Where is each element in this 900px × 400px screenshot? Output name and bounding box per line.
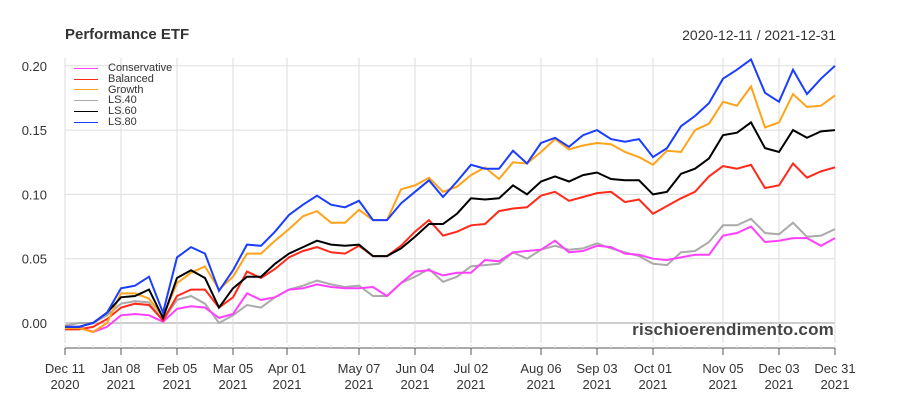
y-tick-label: 0.00 bbox=[22, 316, 47, 331]
x-tick-label: Jul 02 bbox=[454, 361, 489, 376]
chart-title: Performance ETF bbox=[65, 26, 190, 43]
x-tick-year: 2021 bbox=[639, 377, 668, 392]
x-tick-label: Aug 06 bbox=[520, 361, 561, 376]
x-tick-label: Sep 03 bbox=[576, 361, 617, 376]
series-lines bbox=[64, 57, 836, 334]
legend-label: Balanced bbox=[108, 72, 154, 85]
legend-swatch-icon bbox=[74, 89, 98, 91]
legend-label: LS.80 bbox=[108, 115, 137, 128]
x-tick-year: 2021 bbox=[527, 377, 556, 392]
x-tick-year: 2021 bbox=[273, 377, 302, 392]
legend-swatch-icon bbox=[74, 67, 98, 69]
x-tick-label: Jun 04 bbox=[395, 361, 434, 376]
x-tick-label: Dec 31 bbox=[814, 361, 855, 376]
legend-label: Conservative bbox=[108, 62, 173, 74]
y-tick-label: 0.10 bbox=[22, 187, 47, 202]
x-tick-label: Dec 03 bbox=[758, 361, 799, 376]
x-tick-year: 2021 bbox=[457, 377, 486, 392]
date-range: 2020-12-11 / 2021-12-31 bbox=[682, 27, 836, 43]
series-line-ls60 bbox=[65, 120, 836, 328]
legend-swatch-icon bbox=[74, 121, 98, 123]
y-tick-label: 0.20 bbox=[22, 59, 47, 74]
series-line-balanced bbox=[65, 161, 836, 331]
x-tick-year: 2021 bbox=[219, 377, 248, 392]
x-tick-year: 2021 bbox=[401, 377, 430, 392]
legend-swatch-icon bbox=[74, 100, 98, 102]
legend-item-growth: Growth bbox=[74, 83, 172, 96]
x-tick-year: 2021 bbox=[345, 377, 374, 392]
legend-label: Growth bbox=[108, 83, 144, 96]
y-tick-label: 0.05 bbox=[22, 252, 47, 267]
series-line-ls40 bbox=[64, 217, 836, 327]
gridlines bbox=[64, 58, 836, 343]
x-tick-year: 2021 bbox=[163, 377, 192, 392]
legend-item-conservative: Conservative bbox=[74, 63, 172, 74]
series-line-conservative bbox=[65, 225, 836, 334]
x-tick-label: Apr 01 bbox=[268, 361, 306, 376]
legend-item-balanced: Balanced bbox=[74, 72, 172, 85]
legend-label: LS.60 bbox=[108, 105, 137, 118]
legend-swatch-icon bbox=[74, 111, 98, 113]
x-tick-year: 2021 bbox=[821, 377, 850, 392]
legend-label: LS.40 bbox=[108, 94, 137, 107]
x-tick-year: 2021 bbox=[583, 377, 612, 392]
x-tick-label: Jan 08 bbox=[101, 361, 140, 376]
y-tick-label: 0.15 bbox=[22, 123, 47, 138]
x-tick-year: 2020 bbox=[51, 377, 80, 392]
y-axis: 0.00 0.05 0.10 0.15 0.20 bbox=[22, 59, 47, 331]
x-tick-year: 2021 bbox=[765, 377, 794, 392]
x-tick-label: Feb 05 bbox=[157, 361, 197, 376]
legend: Conservative Balanced Growth LS.40 LS.60… bbox=[74, 63, 172, 128]
x-tick-label: May 07 bbox=[338, 361, 381, 376]
legend-item-ls40: LS.40 bbox=[74, 95, 172, 106]
x-tick-year: 2021 bbox=[709, 377, 738, 392]
legend-item-ls80: LS.80 bbox=[74, 117, 172, 128]
legend-swatch-icon bbox=[74, 78, 98, 80]
x-tick-label: Mar 05 bbox=[213, 361, 253, 376]
legend-item-ls60: LS.60 bbox=[74, 106, 172, 117]
x-tick-label: Nov 05 bbox=[702, 361, 743, 376]
x-tick-year: 2021 bbox=[107, 377, 136, 392]
series-line-ls80 bbox=[65, 57, 836, 328]
x-tick-label: Oct 01 bbox=[634, 361, 672, 376]
x-tick-label: Dec 11 bbox=[45, 361, 85, 376]
watermark: rischioerendimento.com bbox=[632, 320, 834, 339]
